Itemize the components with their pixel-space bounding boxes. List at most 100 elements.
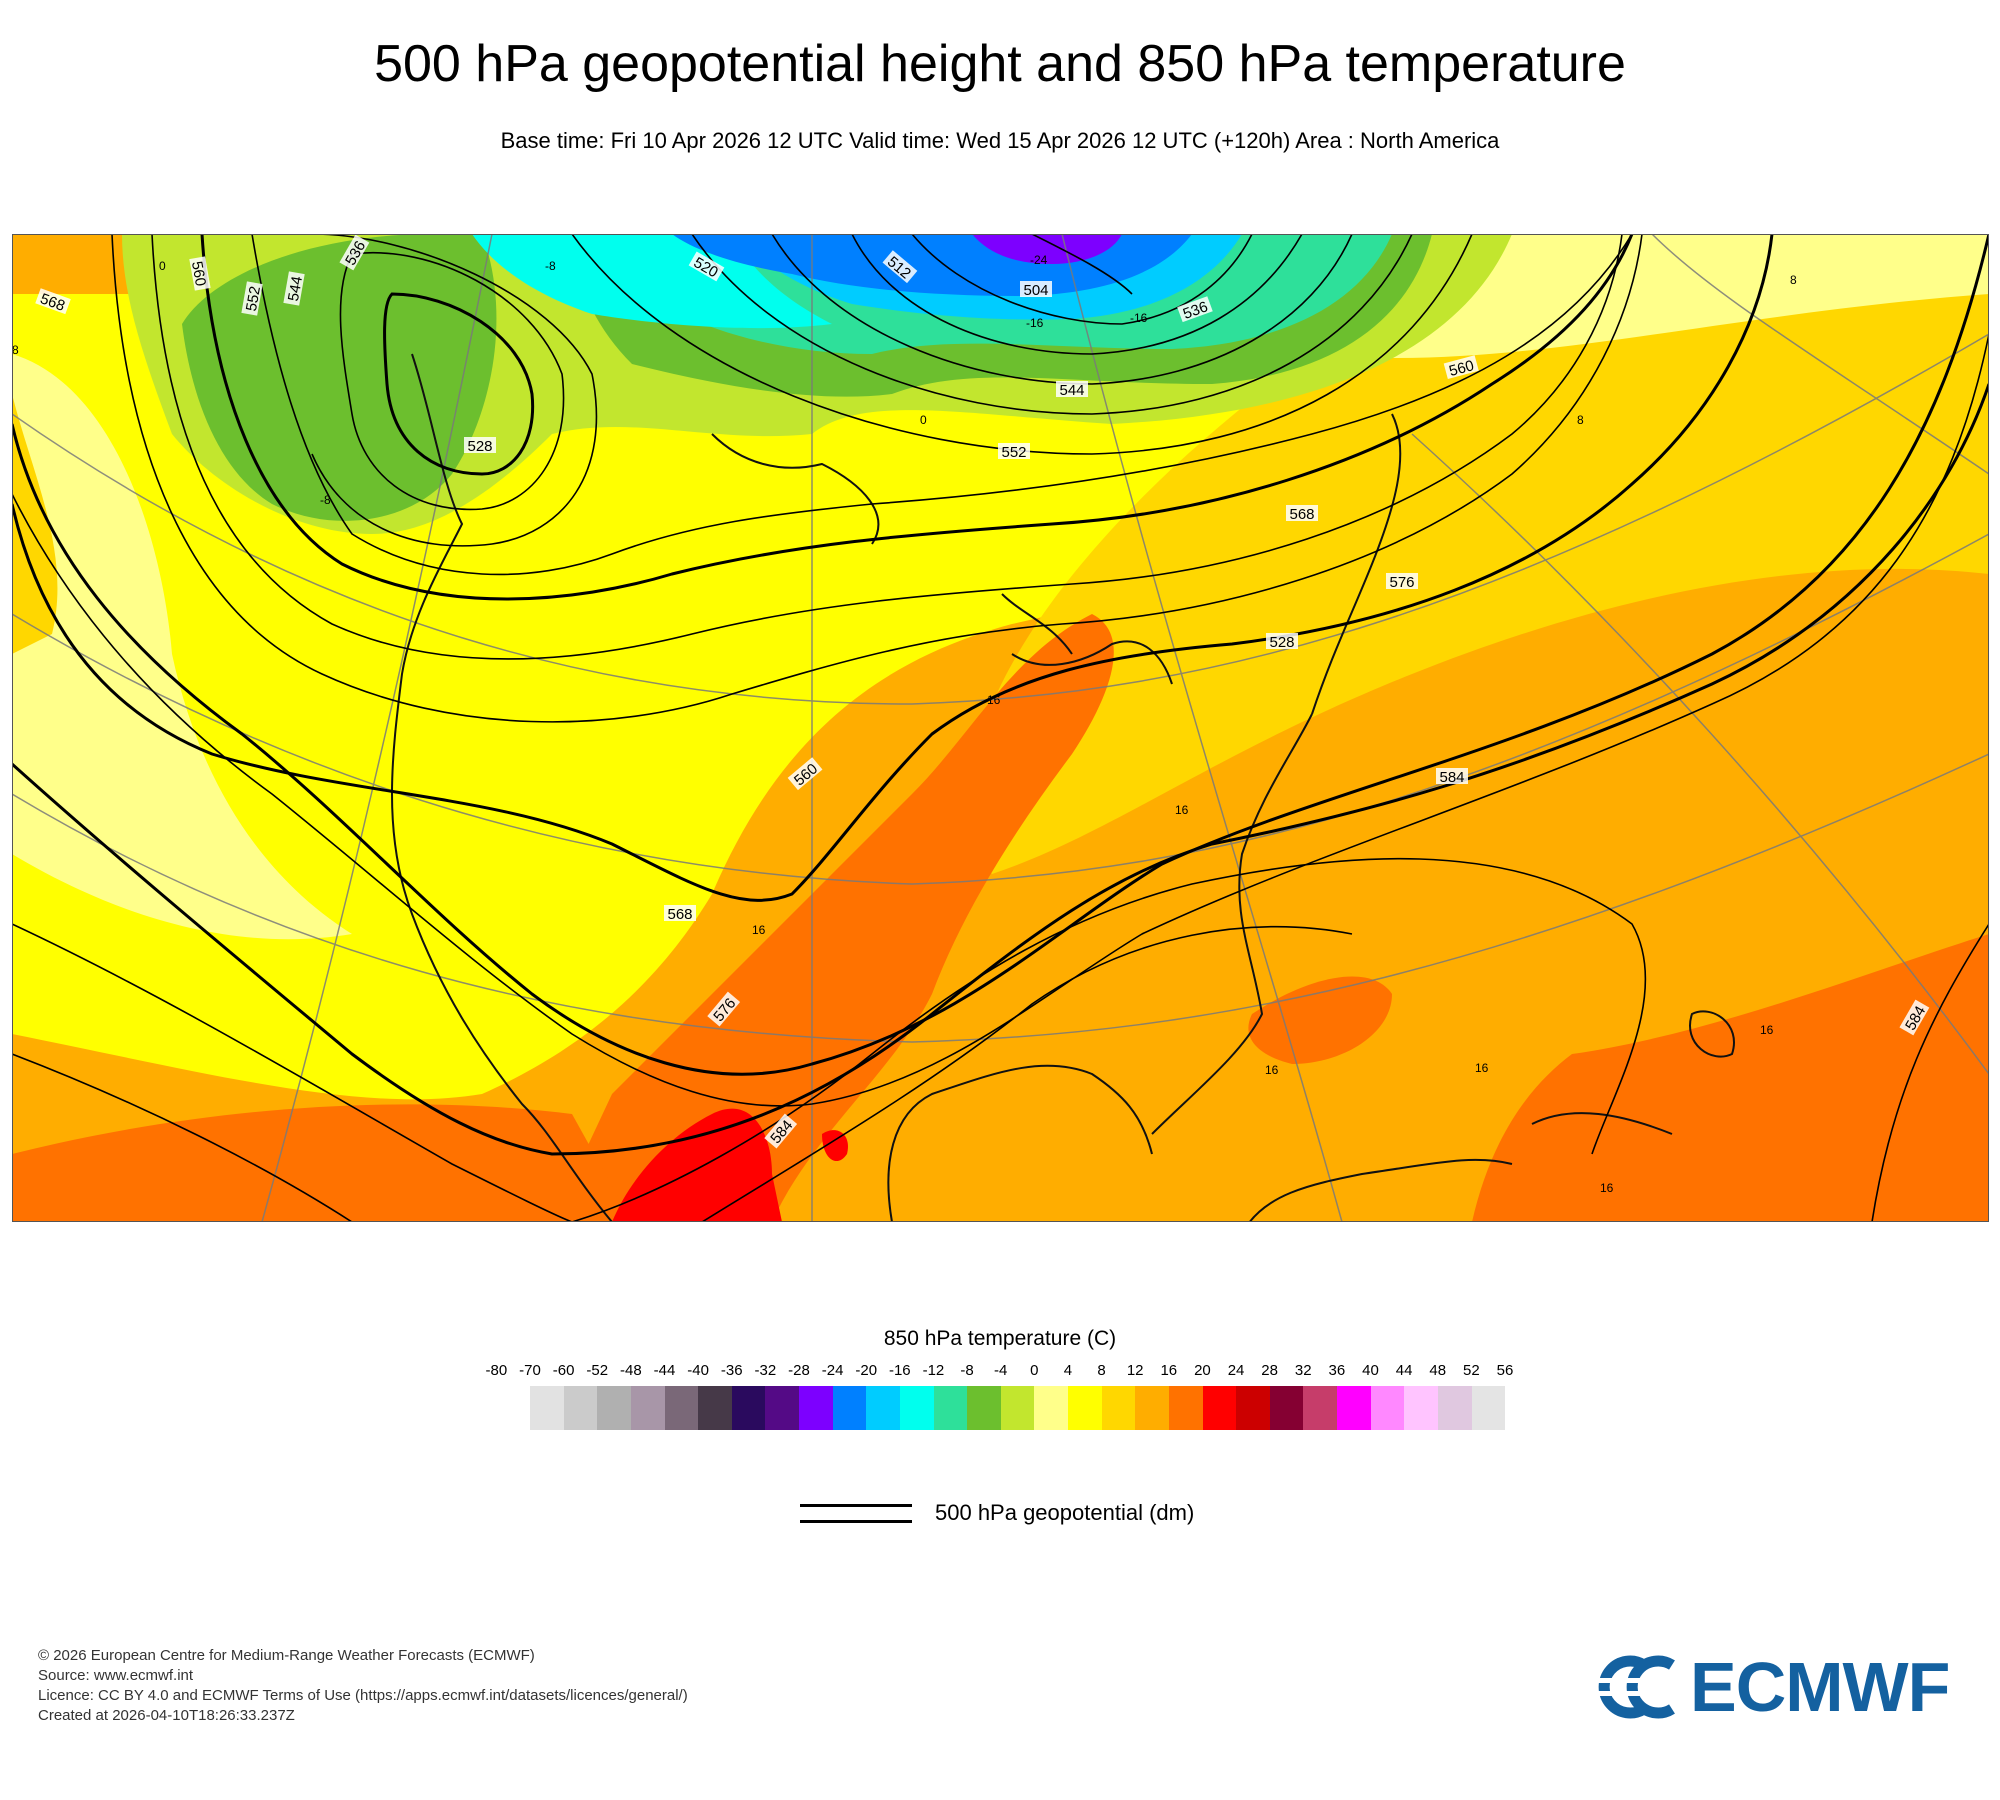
- temp-label: 16: [1760, 1023, 1774, 1037]
- temp-field-gold-west: [12, 394, 58, 654]
- colorbar-swatch: [530, 1386, 564, 1430]
- temp-field-orange-south: [12, 1104, 632, 1222]
- temp-field-paleyellow: [12, 354, 352, 940]
- colorbar-swatch: [899, 1386, 934, 1430]
- contour-label: 576: [1386, 573, 1418, 591]
- colorbar-tick-label: 0: [1030, 1362, 1039, 1379]
- chart-title: 500 hPa geopotential height and 850 hPa …: [374, 35, 1626, 93]
- colorbar-tick-label: -32: [754, 1362, 777, 1379]
- colorbar-swatch: [563, 1386, 598, 1430]
- footer: © 2026 European Centre for Medium-Range …: [38, 1646, 688, 1726]
- colorbar-tick-label: 44: [1395, 1362, 1413, 1379]
- ecmwf-logo-mark: [1598, 1655, 1675, 1719]
- footer-licence: Licence: CC BY 4.0 and ECMWF Terms of Us…: [38, 1687, 688, 1704]
- contour-label-text: 560: [1447, 357, 1476, 380]
- contour-legend: 500 hPa geopotential (dm): [800, 1496, 1500, 1536]
- colorbar-tick-label: 8: [1097, 1362, 1106, 1379]
- contour-label: 584: [1436, 768, 1468, 786]
- temp-label: 8: [1790, 273, 1797, 287]
- contour-label-text: 568: [667, 906, 692, 923]
- colorbar-swatch: [1202, 1386, 1237, 1430]
- graticule: [12, 234, 1989, 1222]
- contour-label: 528: [464, 437, 496, 455]
- colorbar-swatch: [1168, 1386, 1203, 1430]
- colorbar-tick-label: 52: [1463, 1362, 1480, 1379]
- temp-label: 16: [987, 693, 1001, 707]
- temp-label: -16: [1026, 316, 1044, 330]
- contour-label-text: 528: [467, 438, 492, 455]
- contour-label: 528: [1266, 633, 1298, 651]
- contour-label: 560: [188, 256, 211, 291]
- colorbar-swatch: [1135, 1386, 1169, 1430]
- contour-label: 552: [241, 281, 264, 316]
- colorbar-tick-label: 56: [1496, 1362, 1514, 1379]
- colorbar: [530, 1386, 1506, 1430]
- contour-label-text: 552: [243, 285, 264, 313]
- colorbar-tick-label: 28: [1261, 1362, 1278, 1379]
- forecast-map: 568 560 552 544 536 528 520 512 504 536 …: [12, 234, 1989, 1222]
- temp-label: 8: [12, 343, 19, 357]
- colorbar-tick-label: -80: [485, 1362, 508, 1379]
- contour-label-text: 552: [1001, 444, 1026, 461]
- colorbar-tick-label: -24: [821, 1362, 844, 1379]
- geopotential-contours: [12, 234, 1989, 1222]
- footer-source: Source: www.ecmwf.int: [38, 1667, 194, 1684]
- temp-field-red: [612, 1108, 782, 1222]
- colorbar-swatch: [1337, 1386, 1371, 1430]
- temp-label: 16: [1600, 1181, 1614, 1195]
- colorbar-swatch: [630, 1386, 665, 1430]
- contour-legend-label: 500 hPa geopotential (dm): [935, 1500, 1195, 1525]
- temp-label: 16: [1175, 803, 1189, 817]
- colorbar-swatch: [1236, 1386, 1270, 1430]
- temp-field-orange-gulf: [1248, 976, 1392, 1064]
- temp-field-orange-east: [1472, 934, 1989, 1222]
- footer-copyright: © 2026 European Centre for Medium-Range …: [38, 1647, 535, 1664]
- temp-field-yellow: [12, 294, 1989, 1100]
- colorbar-swatch: [832, 1386, 867, 1430]
- colorbar-tick-label: 48: [1429, 1362, 1447, 1379]
- colorbar-tick-label: -40: [687, 1362, 709, 1379]
- colorbar-tick-label: -20: [855, 1362, 878, 1379]
- contour-label: 520: [688, 251, 725, 282]
- temp-label: 16: [1265, 1063, 1279, 1077]
- colorbar-swatch: [731, 1386, 766, 1430]
- colorbar-swatch: [597, 1386, 631, 1430]
- colorbar-tick-label: 12: [1126, 1362, 1144, 1379]
- colorbar-tick-label: -4: [994, 1362, 1008, 1379]
- colorbar-swatch: [866, 1386, 900, 1430]
- colorbar-swatch: [1437, 1386, 1472, 1430]
- temp-label: 0: [920, 413, 927, 427]
- contour-label: 544: [1056, 381, 1088, 399]
- temp-label: 0: [159, 259, 166, 273]
- temp-label: -24: [1030, 253, 1048, 267]
- colorbar-tick-label: -8: [960, 1362, 974, 1379]
- contour-label-text: 560: [188, 260, 209, 288]
- chart-subtitle: Base time: Fri 10 Apr 2026 12 UTC Valid …: [500, 128, 1500, 153]
- contour-label-text: 504: [1023, 282, 1048, 299]
- contour-label: 568: [664, 905, 696, 923]
- colorbar-tick-label: -44: [653, 1362, 676, 1379]
- contour-label: 568: [1286, 505, 1318, 523]
- contour-label-text: 568: [1289, 506, 1314, 523]
- colorbar-tick-label: 24: [1227, 1362, 1245, 1379]
- contour-label-text: 576: [1389, 574, 1414, 591]
- temperature-labels: 16 16 16 16 16 16 16 8 8 0 -8 -16 -24 -1…: [12, 253, 1797, 1195]
- footer-created: Created at 2026-04-10T18:26:33.237Z: [38, 1707, 295, 1724]
- contour-label-text: 584: [1439, 769, 1464, 786]
- colorbar-swatch: [1269, 1386, 1304, 1430]
- ecmwf-logo-text: ECMWF: [1690, 1648, 1950, 1726]
- contour-legend-swatch: [800, 1504, 912, 1530]
- colorbar-swatch: [967, 1386, 1001, 1430]
- colorbar-tick-label: 32: [1294, 1362, 1312, 1379]
- temp-label: -8: [320, 493, 331, 507]
- coastlines: [391, 353, 1735, 1222]
- temp-label: 16: [1475, 1061, 1489, 1075]
- temp-field-red-small: [822, 1130, 848, 1162]
- colorbar-tick-label: -28: [788, 1362, 810, 1379]
- contour-label: 504: [1020, 281, 1052, 299]
- colorbar-tick-label: 16: [1160, 1362, 1178, 1379]
- contour-label: 552: [998, 443, 1030, 461]
- colorbar-tick-label: 36: [1328, 1362, 1346, 1379]
- colorbar-tick-label: -52: [586, 1362, 609, 1379]
- colorbar-tick-label: -16: [888, 1362, 911, 1379]
